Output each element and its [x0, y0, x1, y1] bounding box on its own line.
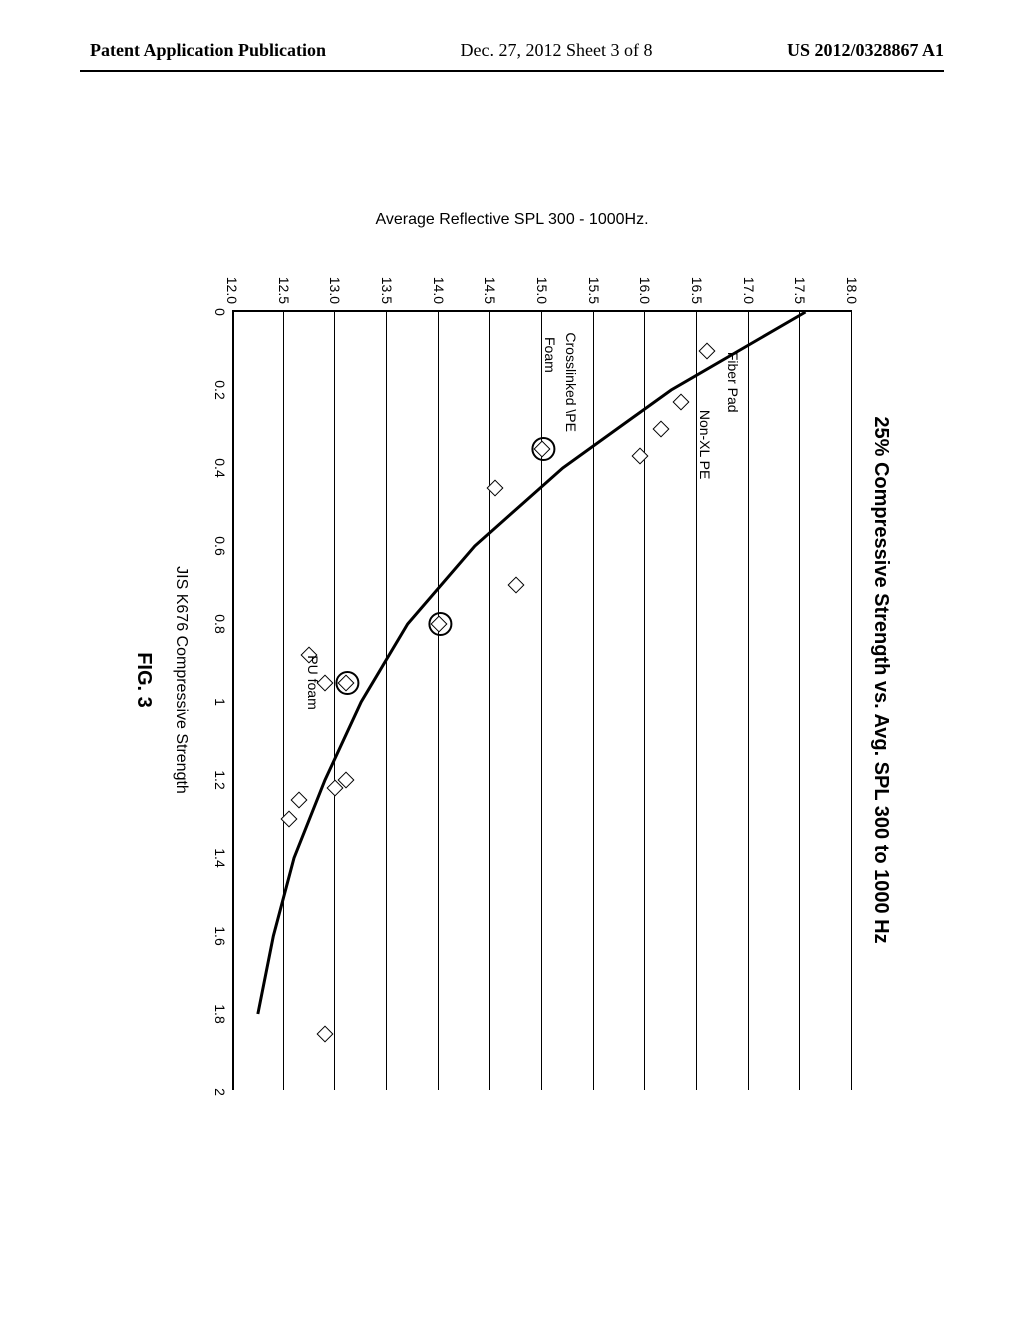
- x-tick-label: 1.2: [212, 770, 234, 789]
- x-tick-label: 2: [212, 1088, 234, 1096]
- gridline: [748, 312, 749, 1090]
- y-tick-label: 17.0: [741, 277, 757, 312]
- annotation: Non-XL PE: [697, 410, 713, 480]
- gridline: [283, 312, 284, 1090]
- x-tick-label: 0.8: [212, 614, 234, 633]
- annotation: Crosslinked \PE: [563, 332, 579, 432]
- gridline: [593, 312, 594, 1090]
- x-tick-label: 0.2: [212, 380, 234, 399]
- y-tick-label: 15.5: [586, 277, 602, 312]
- gridline: [644, 312, 645, 1090]
- data-point: [430, 616, 447, 633]
- y-tick-label: 12.5: [276, 277, 292, 312]
- x-tick-label: 0.6: [212, 536, 234, 555]
- data-point: [337, 674, 354, 691]
- gridline: [799, 312, 800, 1090]
- y-tick-label: 18.0: [844, 277, 860, 312]
- x-tick-label: 1.4: [212, 848, 234, 867]
- header-rule: [80, 70, 944, 72]
- y-tick-label: 14.0: [431, 277, 447, 312]
- x-tick-label: 1.6: [212, 926, 234, 945]
- x-tick-label: 0.4: [212, 458, 234, 477]
- trend-curve: [258, 312, 806, 1014]
- y-tick-label: 12.0: [224, 277, 240, 312]
- plot-area: 12.012.513.013.514.014.515.015.516.016.5…: [232, 310, 852, 1090]
- y-axis-label: Average Reflective SPL 300 - 1000Hz.: [375, 211, 648, 229]
- page-header: Patent Application Publication Dec. 27, …: [0, 40, 1024, 61]
- y-tick-label: 14.5: [482, 277, 498, 312]
- gridline: [386, 312, 387, 1090]
- x-tick-label: 1.8: [212, 1004, 234, 1023]
- annotation: Fiber Pad: [725, 352, 741, 413]
- gridline: [334, 312, 335, 1090]
- gridline: [541, 312, 542, 1090]
- y-tick-label: 13.5: [379, 277, 395, 312]
- gridline: [489, 312, 490, 1090]
- gridline: [438, 312, 439, 1090]
- chart-title: 25% Compressive Strength vs. Avg. SPL 30…: [869, 230, 892, 1130]
- y-tick-label: 15.0: [534, 277, 550, 312]
- gridline: [851, 312, 852, 1090]
- header-center: Dec. 27, 2012 Sheet 3 of 8: [461, 40, 653, 61]
- x-tick-label: 0: [212, 308, 234, 316]
- x-tick-label: 1: [212, 698, 234, 706]
- figure-wrap: 25% Compressive Strength vs. Avg. SPL 30…: [0, 130, 1024, 1230]
- figure-label: FIG. 3: [132, 230, 155, 1130]
- y-tick-label: 13.0: [327, 277, 343, 312]
- annotation: Foam: [542, 337, 558, 373]
- header-left: Patent Application Publication: [90, 40, 326, 61]
- y-tick-label: 16.5: [689, 277, 705, 312]
- data-point: [534, 440, 551, 457]
- header-right: US 2012/0328867 A1: [787, 40, 944, 61]
- chart-container: 25% Compressive Strength vs. Avg. SPL 30…: [132, 230, 892, 1130]
- annotation: PU foam: [305, 655, 321, 709]
- y-tick-label: 17.5: [792, 277, 808, 312]
- y-tick-label: 16.0: [637, 277, 653, 312]
- figure-rotated: 25% Compressive Strength vs. Avg. SPL 30…: [132, 230, 892, 1130]
- trend-curve-svg: [234, 312, 852, 1090]
- x-axis-label: JIS K676 Compressive Strength: [172, 230, 190, 1130]
